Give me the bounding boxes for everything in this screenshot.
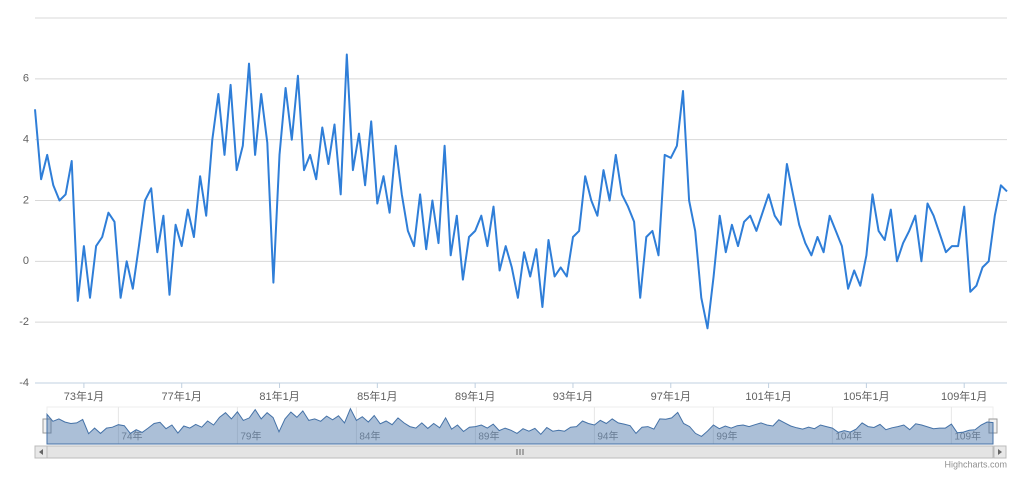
x-tick-label: 85年1月: [357, 389, 397, 403]
nav-tick-label: 74年: [121, 430, 142, 443]
series-line: [34, 53, 1008, 330]
x-tick-label: 89年1月: [455, 389, 495, 403]
nav-tick-label: 79年: [240, 430, 261, 443]
x-tick-label: 93年1月: [553, 389, 593, 403]
nav-tick-label: 104年: [835, 430, 862, 443]
x-tick-label: 77年1月: [162, 389, 202, 403]
x-tick-label: 101年1月: [745, 389, 791, 403]
nav-tick-label: 89年: [478, 430, 499, 443]
x-tick-label: 97年1月: [651, 389, 691, 403]
grip: [516, 449, 524, 455]
nav-tick-label: 84年: [359, 430, 380, 443]
x-tick-label: 81年1月: [259, 389, 299, 403]
x-tick-label: 73年1月: [64, 389, 104, 403]
x-tick-label: 105年1月: [843, 389, 889, 403]
nav-tick-label: 109年: [954, 430, 981, 443]
y-tick-label: 0: [23, 255, 29, 267]
y-tick-label: 4: [23, 134, 29, 146]
y-tick-label: -2: [19, 316, 29, 328]
arrow-left: [39, 449, 43, 455]
x-tick-label: 109年1月: [941, 389, 987, 403]
y-tick-label: -4: [19, 377, 29, 389]
credit[interactable]: Highcharts.com: [944, 459, 1007, 469]
nav-area: [46, 407, 994, 445]
arrow-right: [998, 449, 1002, 455]
y-tick-label: 6: [23, 73, 29, 85]
y-tick-label: 2: [23, 194, 29, 206]
nav-tick-label: 94年: [597, 430, 618, 443]
nav-tick-label: 99年: [716, 430, 737, 443]
